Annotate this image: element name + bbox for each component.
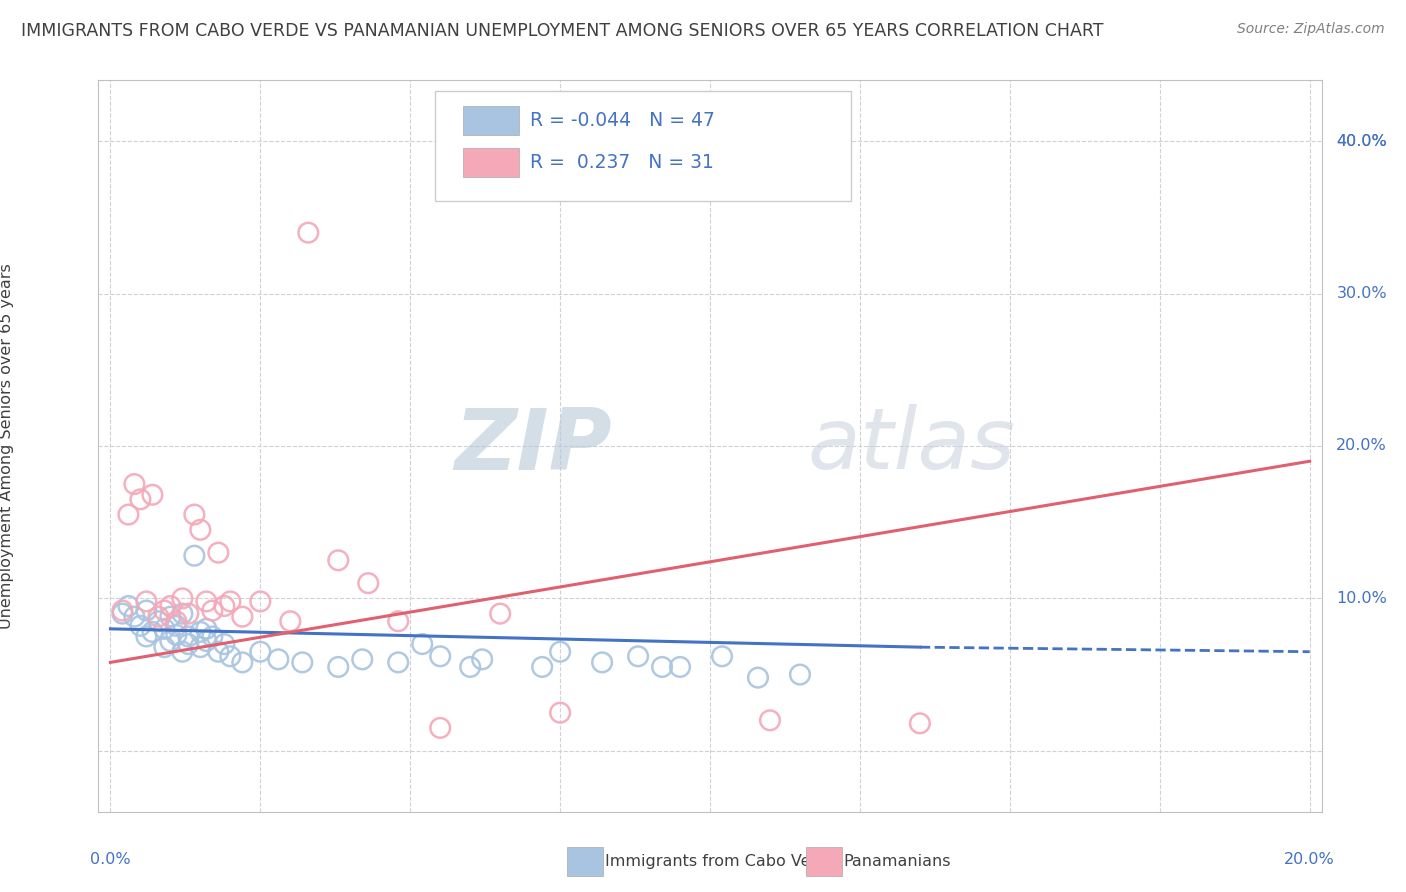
Point	[165, 628, 187, 642]
Point	[195, 594, 218, 608]
Point	[201, 630, 224, 644]
Text: 30.0%: 30.0%	[1336, 286, 1386, 301]
Point	[183, 508, 205, 522]
Point	[458, 660, 481, 674]
Point	[135, 603, 157, 617]
Point	[548, 645, 571, 659]
Point	[195, 634, 218, 648]
Point	[747, 671, 769, 685]
Point	[219, 649, 242, 664]
Point	[249, 594, 271, 608]
Point	[159, 609, 181, 624]
Point	[231, 656, 253, 670]
Point	[148, 609, 170, 624]
Point	[177, 630, 200, 644]
Point	[352, 652, 374, 666]
Point	[429, 649, 451, 664]
Point	[291, 656, 314, 670]
Text: Panamanians: Panamanians	[844, 855, 950, 869]
Text: atlas: atlas	[808, 404, 1017, 488]
Point	[328, 553, 350, 567]
Text: R =  0.237   N = 31: R = 0.237 N = 31	[530, 153, 714, 171]
Point	[201, 603, 224, 617]
Point	[129, 492, 152, 507]
Point	[759, 714, 782, 728]
Point	[249, 645, 271, 659]
Point	[651, 660, 673, 674]
Point	[172, 591, 194, 606]
Point	[111, 607, 134, 621]
Point	[531, 660, 554, 674]
Text: Immigrants from Cabo Verde: Immigrants from Cabo Verde	[605, 855, 837, 869]
Point	[135, 594, 157, 608]
Text: 40.0%: 40.0%	[1336, 134, 1388, 149]
Point	[328, 660, 350, 674]
Point	[195, 622, 218, 636]
Point	[411, 637, 433, 651]
FancyBboxPatch shape	[434, 91, 851, 201]
Text: R = -0.044   N = 47: R = -0.044 N = 47	[530, 111, 716, 130]
Point	[148, 614, 170, 628]
Point	[297, 226, 319, 240]
Point	[489, 607, 512, 621]
Point	[153, 603, 176, 617]
Point	[165, 619, 187, 633]
Point	[153, 640, 176, 655]
Point	[387, 614, 409, 628]
Point	[111, 603, 134, 617]
Point	[172, 607, 194, 621]
Point	[214, 599, 236, 613]
Point	[153, 622, 176, 636]
Point	[387, 656, 409, 670]
Point	[627, 649, 650, 664]
Point	[219, 594, 242, 608]
Text: ZIP: ZIP	[454, 404, 612, 488]
Point	[165, 614, 187, 628]
Point	[789, 667, 811, 681]
Point	[429, 721, 451, 735]
Point	[177, 637, 200, 651]
Point	[159, 634, 181, 648]
Point	[669, 660, 692, 674]
Point	[177, 607, 200, 621]
Text: 20.0%: 20.0%	[1284, 852, 1336, 867]
Point	[124, 477, 146, 491]
Point	[141, 488, 163, 502]
Point	[183, 549, 205, 563]
Point	[135, 630, 157, 644]
Point	[129, 619, 152, 633]
Point	[188, 624, 211, 639]
FancyBboxPatch shape	[463, 147, 519, 177]
Point	[267, 652, 290, 666]
Text: Source: ZipAtlas.com: Source: ZipAtlas.com	[1237, 22, 1385, 37]
Point	[117, 599, 139, 613]
Point	[207, 645, 229, 659]
Text: 20.0%: 20.0%	[1336, 439, 1388, 453]
Point	[591, 656, 613, 670]
Point	[231, 609, 253, 624]
Point	[159, 599, 181, 613]
Point	[124, 609, 146, 624]
Point	[357, 576, 380, 591]
Point	[188, 523, 211, 537]
Point	[117, 508, 139, 522]
Text: Unemployment Among Seniors over 65 years: Unemployment Among Seniors over 65 years	[0, 263, 14, 629]
Point	[278, 614, 301, 628]
Point	[471, 652, 494, 666]
Text: 40.0%: 40.0%	[1336, 134, 1388, 149]
Point	[214, 637, 236, 651]
Point	[188, 640, 211, 655]
Text: 0.0%: 0.0%	[90, 852, 131, 867]
Point	[711, 649, 734, 664]
Point	[141, 624, 163, 639]
Text: IMMIGRANTS FROM CABO VERDE VS PANAMANIAN UNEMPLOYMENT AMONG SENIORS OVER 65 YEAR: IMMIGRANTS FROM CABO VERDE VS PANAMANIAN…	[21, 22, 1104, 40]
Point	[548, 706, 571, 720]
FancyBboxPatch shape	[463, 106, 519, 136]
Point	[172, 645, 194, 659]
Text: 10.0%: 10.0%	[1336, 591, 1388, 606]
Point	[207, 546, 229, 560]
Point	[908, 716, 931, 731]
